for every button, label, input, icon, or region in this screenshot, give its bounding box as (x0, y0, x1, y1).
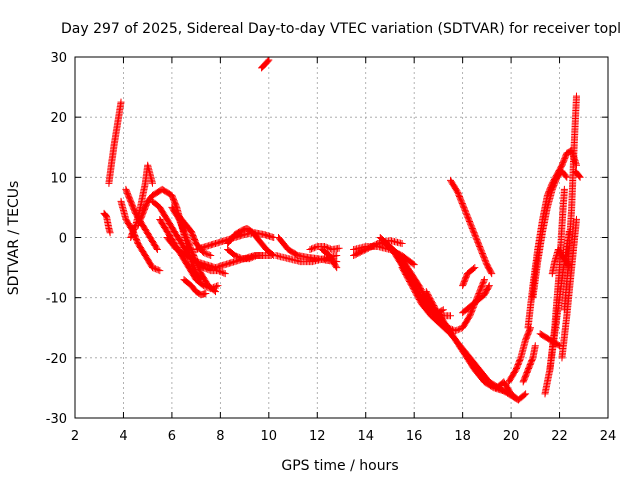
series-t33 (505, 324, 534, 386)
series-t1 (100, 209, 114, 237)
series-t26 (422, 288, 508, 395)
series-t29 (459, 264, 479, 290)
plus-marker-track (529, 167, 571, 302)
plus-marker-track (459, 282, 493, 317)
x-tick-label: 16 (406, 429, 423, 444)
x-tick-label: 12 (309, 429, 326, 444)
y-axis-ticks: 30 20 10 0 -10 -20 -30 (46, 51, 608, 427)
x-tick-label: 24 (600, 429, 617, 444)
series-t32 (493, 378, 530, 404)
data-markers (100, 56, 584, 404)
y-tick-label: -10 (46, 292, 67, 307)
plus-marker-track (105, 98, 125, 187)
plus-marker-track (100, 209, 114, 237)
plus-marker-track (493, 378, 530, 404)
series-t16 (258, 56, 273, 72)
x-tick-label: 8 (216, 429, 224, 444)
series-t5 (127, 161, 156, 241)
series-t42 (558, 215, 580, 362)
x-tick-label: 2 (71, 429, 79, 444)
x-tick-label: 22 (551, 429, 568, 444)
plus-marker-track (318, 246, 341, 272)
series-t2 (105, 98, 125, 187)
y-tick-label: 20 (50, 111, 67, 126)
y-tick-label: -20 (46, 352, 67, 367)
plus-marker-track (306, 243, 343, 254)
plus-marker-track (117, 197, 164, 275)
plus-marker-track (459, 264, 479, 290)
plus-marker-track (224, 246, 275, 263)
plus-marker-track (447, 176, 496, 278)
plot-frame (74, 56, 609, 419)
x-axis-ticks: 2 4 6 8 10 12 14 16 18 20 22 24 (71, 57, 616, 444)
x-tick-label: 14 (357, 429, 374, 444)
plus-marker-track (571, 167, 584, 181)
grid-lines (75, 57, 608, 418)
x-axis-label: GPS time / hours (281, 458, 398, 474)
series-t43 (571, 167, 584, 181)
x-tick-label: 4 (119, 429, 127, 444)
y-tick-label: -30 (46, 412, 67, 427)
x-tick-label: 20 (503, 429, 520, 444)
series-t20 (318, 246, 341, 272)
plus-marker-track (519, 342, 539, 386)
plus-marker-track (258, 56, 273, 72)
series-t15 (224, 225, 278, 259)
chart-title: Day 297 of 2025, Sidereal Day-to-day VTE… (61, 21, 621, 37)
plus-marker-track (180, 276, 210, 299)
series-t3 (117, 197, 164, 275)
y-tick-label: 10 (50, 171, 67, 186)
plus-marker-track (505, 324, 534, 386)
plus-marker-track (224, 225, 278, 259)
x-tick-label: 18 (454, 429, 471, 444)
series-t14 (224, 246, 275, 263)
plus-marker-track (558, 215, 580, 362)
series-t36 (529, 167, 571, 302)
x-tick-label: 6 (168, 429, 176, 444)
series-t30 (459, 282, 493, 317)
series-t34 (519, 342, 539, 386)
y-tick-label: 0 (59, 232, 67, 247)
series-t11 (180, 276, 210, 299)
y-axis-label: SDTVAR / TECUs (6, 181, 22, 296)
plus-marker-track (127, 161, 156, 241)
x-tick-label: 10 (261, 429, 278, 444)
series-t19 (306, 243, 343, 254)
y-tick-label: 30 (50, 51, 67, 66)
series-t31 (447, 176, 496, 278)
plus-marker-track (422, 288, 508, 395)
